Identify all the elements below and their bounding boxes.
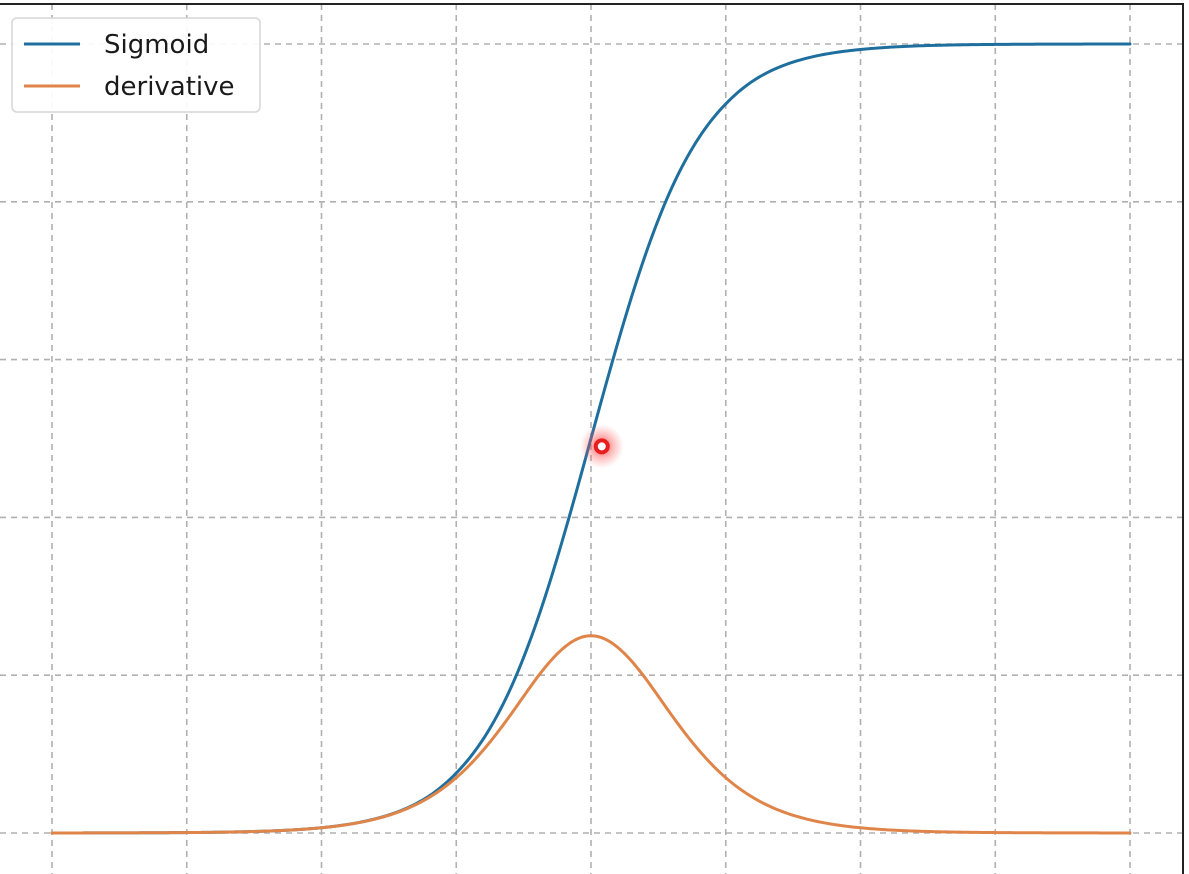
cursor-marker-layer <box>579 424 624 469</box>
axes-frame <box>0 3 1184 874</box>
legend-box <box>11 17 261 113</box>
cursor-marker-icon <box>593 438 610 455</box>
series-line-derivative <box>50 634 1132 835</box>
legend-label-derivative: derivative <box>104 72 235 102</box>
legend: Sigmoid derivative <box>11 17 261 113</box>
legend-label-sigmoid: Sigmoid <box>104 30 209 60</box>
